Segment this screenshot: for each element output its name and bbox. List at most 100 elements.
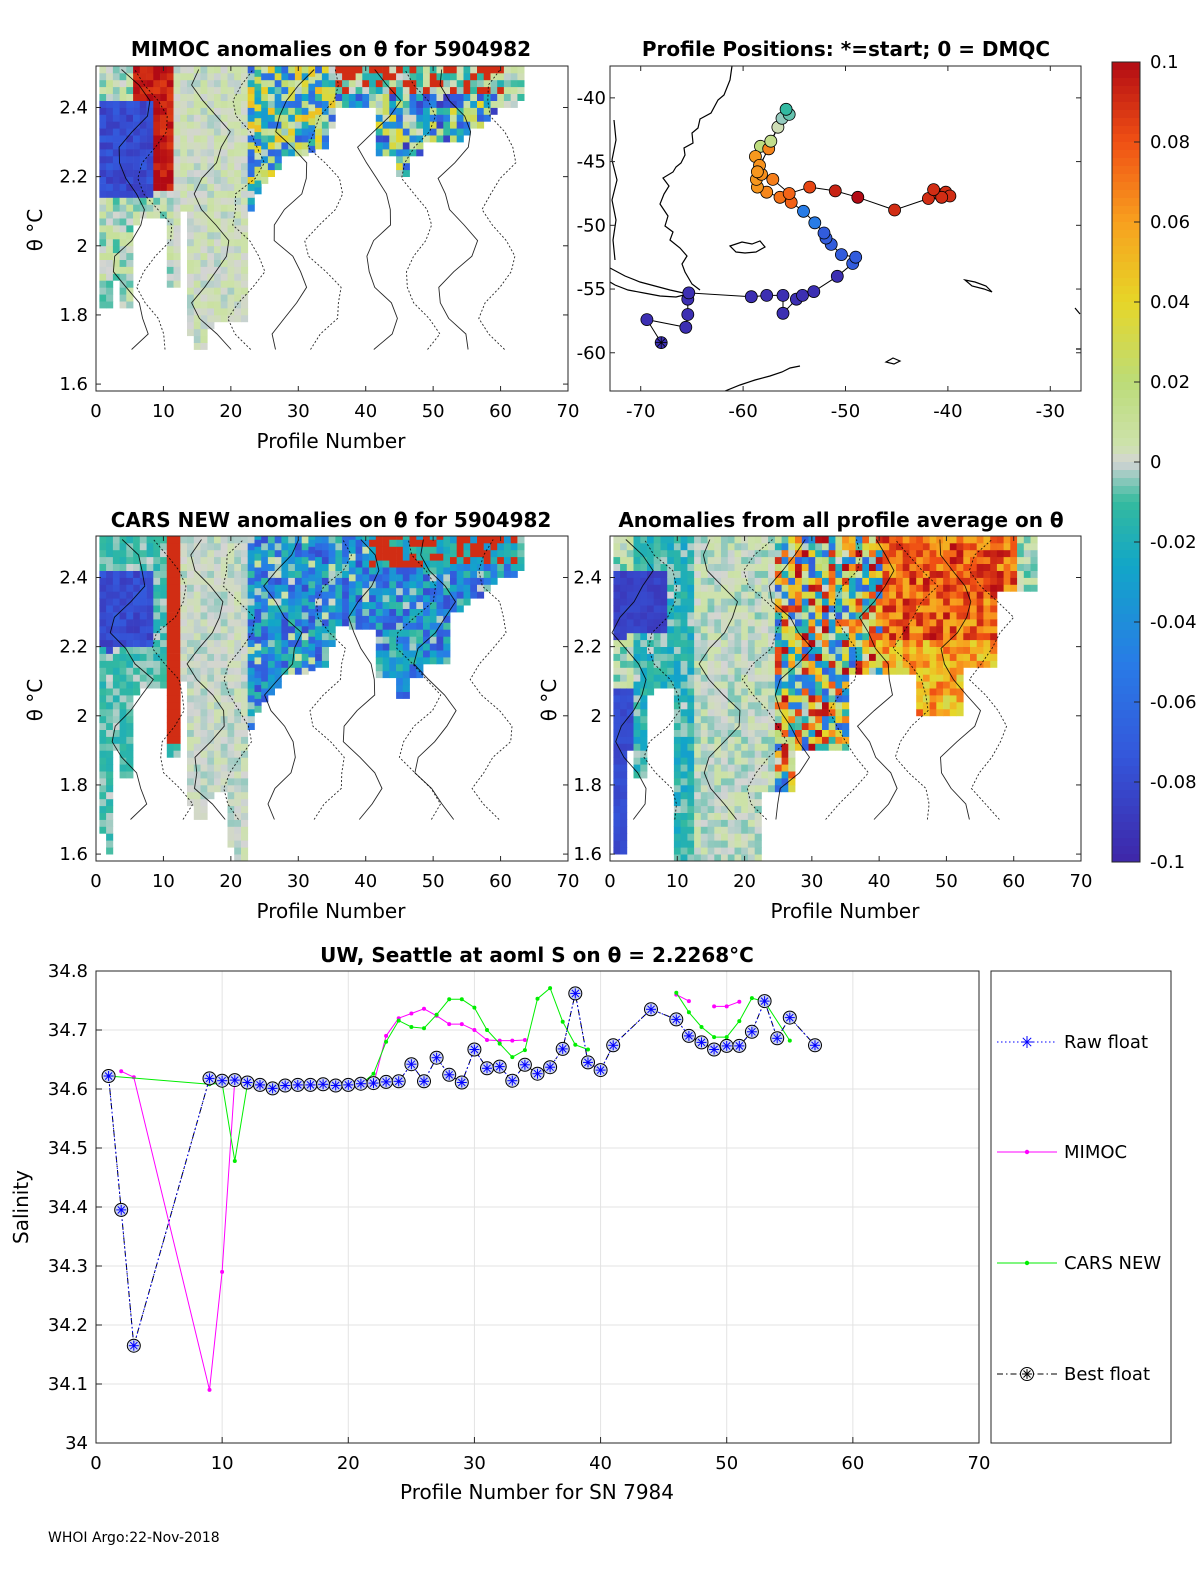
heatmap-cell	[254, 90, 262, 98]
heatmap-cell	[139, 556, 147, 564]
heatmap-cell	[402, 615, 410, 623]
heatmap-cell	[389, 574, 397, 582]
heatmap-cell	[328, 632, 336, 641]
heatmap-cell	[348, 86, 356, 94]
heatmap-cell	[335, 100, 343, 108]
heatmap-cell	[227, 107, 235, 115]
heatmap-cell	[477, 542, 485, 551]
heatmap-cell	[106, 79, 114, 88]
heatmap-cell	[321, 584, 329, 592]
heatmap-cell	[315, 660, 323, 668]
heatmap-cell	[234, 169, 242, 177]
heatmap-cell	[409, 643, 417, 651]
heatmap-cell	[660, 556, 668, 564]
heatmap-cell	[680, 625, 688, 634]
heatmap-cell	[153, 556, 161, 564]
heatmap-cell	[734, 639, 742, 647]
heatmap-cell	[187, 176, 195, 184]
heatmap-cell	[106, 688, 114, 696]
heatmap-cell	[747, 833, 755, 841]
heatmap-cell	[99, 155, 107, 164]
heatmap-cell	[483, 577, 491, 585]
heatmap-cell	[983, 563, 991, 571]
heatmap-cell	[700, 791, 708, 800]
heatmap-cell	[761, 674, 769, 682]
heatmap-cell	[450, 86, 458, 94]
heatmap-cell	[160, 625, 168, 634]
heatmap-cell	[301, 86, 309, 94]
heatmap-cell	[234, 86, 242, 94]
colorbar-step	[1112, 798, 1140, 807]
heatmap-cell	[774, 715, 782, 724]
heatmap-cell	[855, 584, 863, 592]
heatmap-cell	[200, 536, 208, 544]
heatmap-cell	[734, 847, 742, 855]
heatmap-cell	[160, 556, 168, 564]
heatmap-cell	[288, 107, 296, 115]
heatmap-cell	[369, 601, 377, 609]
heatmap-cell	[734, 653, 742, 661]
heatmap-cell	[274, 162, 282, 171]
cars-point	[699, 1025, 704, 1029]
heatmap-cell	[241, 722, 249, 730]
heatmap-cell	[214, 757, 222, 765]
heatmap-cell	[153, 183, 161, 191]
heatmap-cell	[254, 546, 262, 554]
heatmap-cell	[112, 563, 120, 571]
heatmap-cell	[362, 601, 370, 609]
heatmap-cell	[126, 162, 134, 171]
heatmap-cell	[193, 314, 201, 323]
heatmap-cell	[916, 536, 924, 544]
heatmap-cell	[673, 847, 681, 855]
heatmap-cell	[640, 771, 648, 779]
heatmap-cell	[126, 612, 134, 620]
heatmap-cell	[261, 79, 269, 88]
heatmap-cell	[707, 715, 715, 724]
heatmap-cell	[687, 798, 695, 807]
heatmap-cell	[727, 798, 735, 807]
heatmap-cell	[153, 162, 161, 171]
heatmap-cell	[166, 591, 174, 599]
heatmap-cell	[267, 169, 275, 177]
heatmap-cell	[862, 605, 870, 613]
heatmap-cell	[369, 615, 377, 623]
heatmap-cell	[301, 135, 309, 143]
heatmap-cell	[768, 674, 776, 682]
heatmap-cell	[687, 612, 695, 620]
heatmap-cell	[613, 784, 621, 793]
heatmap-cell	[119, 542, 127, 551]
mimoc-point	[485, 1038, 489, 1042]
heatmap-cell	[956, 632, 964, 641]
contour-line	[309, 539, 353, 820]
heatmap-cell	[647, 536, 655, 544]
heatmap-cell	[483, 549, 491, 558]
heatmap-cell	[99, 197, 107, 205]
heatmap-cell	[227, 598, 235, 606]
heatmap-cell	[187, 570, 195, 578]
heatmap-cell	[234, 280, 242, 288]
heatmap-cell	[308, 553, 316, 561]
heatmap-cell	[301, 563, 309, 571]
heatmap-cell	[902, 619, 910, 627]
heatmap-cell	[640, 605, 648, 613]
heatmap-cell	[106, 128, 114, 136]
heatmap-cell	[673, 833, 681, 841]
heatmap-cell	[261, 121, 269, 129]
heatmap-cell	[126, 128, 134, 136]
colorbar-step	[1112, 62, 1140, 71]
heatmap-cell	[687, 812, 695, 820]
heatmap-cell	[620, 619, 628, 627]
heatmap-cell	[382, 622, 390, 630]
heatmap-cell	[862, 598, 870, 606]
heatmap-cell	[234, 93, 242, 101]
heatmap-cell	[241, 598, 249, 606]
heatmap-cell	[99, 204, 107, 212]
heatmap-cell	[970, 542, 978, 551]
heatmap-cell	[1023, 563, 1031, 571]
heatmap-cell	[261, 536, 269, 544]
mimoc-point	[119, 1069, 124, 1074]
heatmap-cell	[620, 847, 628, 855]
colorbar-step	[1112, 390, 1140, 399]
heatmap-cell	[180, 646, 188, 654]
colorbar-step	[1112, 278, 1140, 287]
